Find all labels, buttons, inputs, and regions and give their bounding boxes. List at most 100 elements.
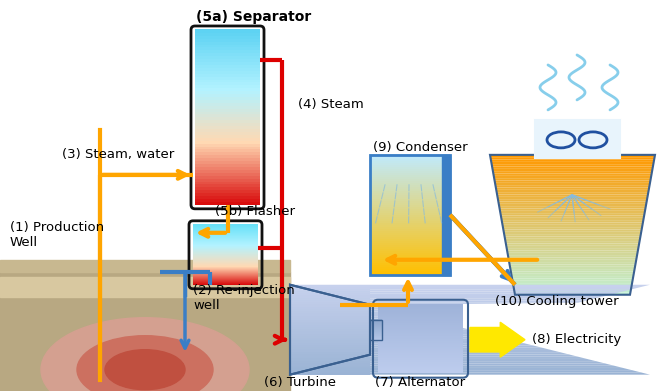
Bar [193, 236, 258, 238]
Polygon shape [290, 366, 623, 368]
Bar [370, 169, 450, 171]
Bar [370, 236, 450, 239]
Polygon shape [290, 312, 370, 314]
Polygon shape [290, 328, 370, 330]
Bar [370, 328, 382, 330]
Polygon shape [507, 253, 637, 255]
Bar [370, 338, 382, 340]
Polygon shape [500, 213, 645, 215]
Bar [195, 123, 260, 126]
Bar [370, 321, 382, 323]
Bar [195, 38, 260, 41]
Polygon shape [490, 157, 654, 160]
Bar [195, 199, 260, 202]
Polygon shape [290, 355, 578, 357]
Bar [195, 193, 260, 196]
Bar [370, 332, 382, 334]
Polygon shape [290, 285, 370, 287]
Polygon shape [494, 174, 652, 176]
Bar [193, 241, 258, 243]
Bar [195, 73, 260, 77]
Bar [193, 247, 258, 249]
Bar [370, 184, 450, 187]
Bar [193, 239, 258, 241]
Bar [378, 319, 463, 321]
Polygon shape [290, 321, 370, 323]
Bar [378, 320, 463, 322]
Bar [195, 82, 260, 85]
Polygon shape [290, 359, 370, 361]
Bar [195, 149, 260, 152]
Bar [370, 192, 450, 195]
Polygon shape [470, 322, 525, 357]
Polygon shape [497, 192, 648, 194]
Polygon shape [290, 298, 370, 301]
Polygon shape [290, 294, 614, 296]
Polygon shape [290, 314, 416, 316]
Bar [195, 108, 260, 111]
Bar [378, 371, 463, 373]
Polygon shape [290, 319, 370, 321]
Polygon shape [290, 337, 370, 339]
Bar [195, 137, 260, 141]
Polygon shape [290, 325, 370, 328]
Polygon shape [290, 370, 370, 372]
Bar [195, 196, 260, 199]
Bar [370, 154, 450, 157]
Bar [193, 267, 258, 269]
Polygon shape [290, 366, 370, 368]
Bar [442, 155, 450, 275]
Bar [370, 242, 450, 245]
Ellipse shape [77, 336, 213, 391]
Bar [378, 370, 463, 371]
Bar [193, 281, 258, 283]
Bar [378, 368, 463, 369]
Bar [195, 140, 260, 143]
Bar [370, 158, 450, 161]
Bar [195, 167, 260, 170]
Polygon shape [290, 319, 434, 321]
Polygon shape [290, 357, 370, 359]
Bar [370, 187, 450, 189]
Bar [193, 230, 258, 232]
Bar [193, 278, 258, 280]
Polygon shape [290, 337, 370, 339]
Bar [378, 330, 463, 332]
Bar [370, 330, 382, 332]
Bar [193, 261, 258, 263]
Bar [378, 327, 463, 328]
Bar [195, 172, 260, 176]
Bar [193, 272, 258, 274]
Bar [370, 194, 450, 197]
Polygon shape [290, 339, 370, 341]
Bar [195, 175, 260, 179]
Polygon shape [290, 348, 370, 350]
Polygon shape [290, 312, 407, 314]
Polygon shape [290, 292, 623, 294]
Bar [193, 258, 258, 260]
Bar [195, 70, 260, 74]
Polygon shape [505, 237, 641, 239]
Polygon shape [290, 323, 370, 325]
Bar [195, 79, 260, 83]
Bar [195, 85, 260, 88]
Bar [370, 320, 382, 322]
Bar [378, 366, 463, 368]
Bar [195, 41, 260, 45]
Polygon shape [290, 303, 370, 305]
Bar [193, 268, 258, 270]
Bar [195, 59, 260, 62]
Bar [378, 309, 463, 310]
Bar [193, 254, 258, 256]
Polygon shape [290, 289, 370, 292]
Bar [378, 336, 463, 337]
Bar [193, 235, 258, 237]
Polygon shape [507, 248, 639, 251]
Bar [370, 200, 450, 203]
Bar [195, 56, 260, 59]
Bar [370, 155, 450, 275]
Polygon shape [502, 222, 643, 225]
Polygon shape [290, 368, 370, 370]
Bar [378, 337, 463, 339]
Bar [195, 129, 260, 132]
